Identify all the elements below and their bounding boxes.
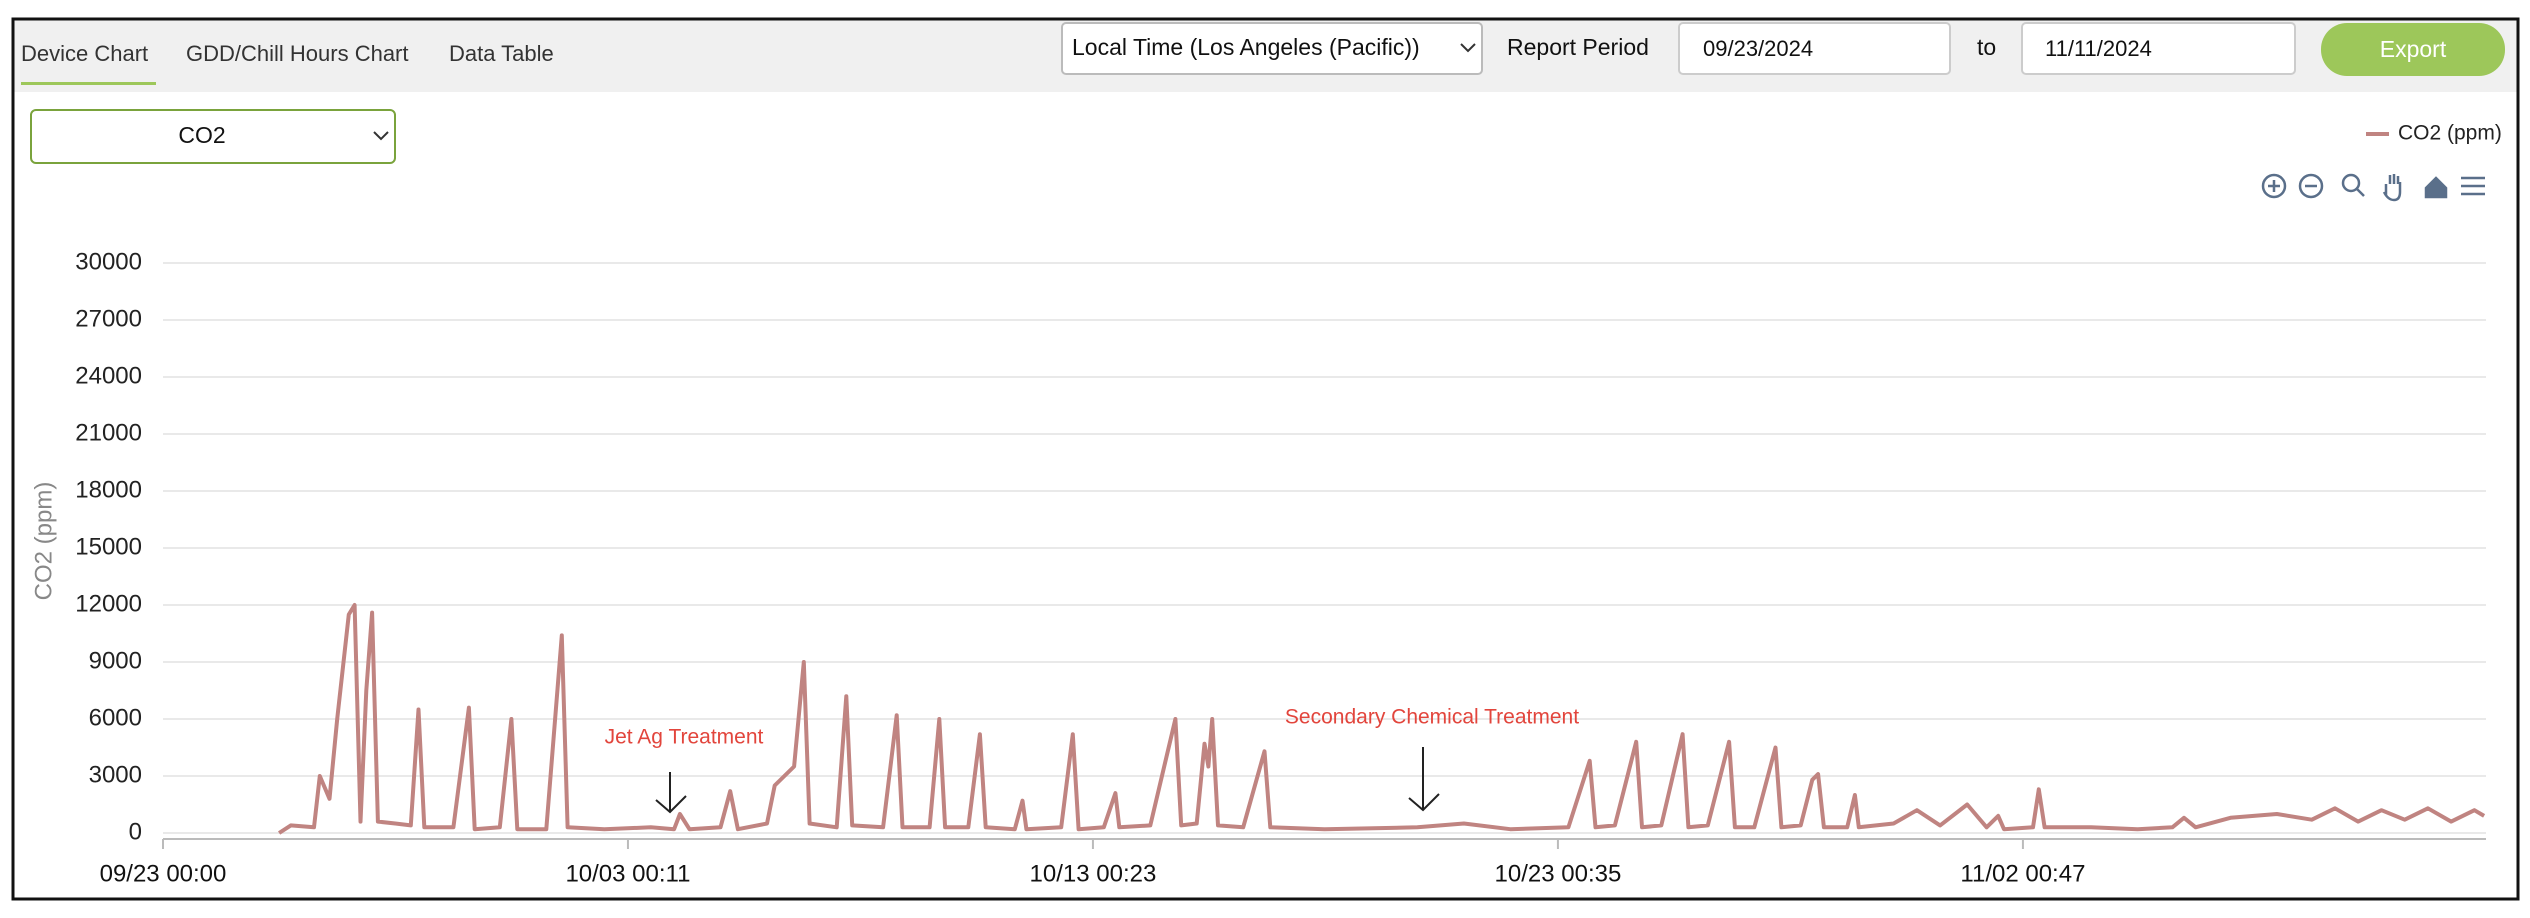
sensor-select[interactable] — [30, 109, 396, 164]
tab[interactable]: Device Chart — [21, 41, 148, 66]
x-tick-label: 09/23 00:00 — [100, 860, 227, 887]
y-axis-label: CO2 (ppm) — [30, 482, 57, 601]
dropdown-caret — [1460, 43, 1476, 53]
sensor-text: CO2 — [178, 122, 225, 148]
y-tick-label: 30000 — [75, 248, 142, 275]
timezone-text: Local Time (Los Angeles (Pacific)) — [1072, 34, 1420, 60]
annotation-arrow — [655, 772, 687, 814]
home-icon[interactable] — [2424, 176, 2448, 199]
zoom-in-icon[interactable] — [2261, 173, 2287, 199]
dropdown-caret — [373, 131, 389, 141]
annotation: Jet Ag Treatment — [605, 726, 764, 749]
x-tick-label: 10/23 00:35 — [1495, 860, 1622, 887]
timezone-select[interactable] — [1061, 22, 1483, 75]
chart-toolbar — [2261, 173, 2485, 202]
x-tick-label: 11/02 00:47 — [1960, 860, 2085, 887]
y-tick-label: 24000 — [75, 362, 142, 389]
data-line — [278, 603, 2486, 835]
zoom-handle — [2356, 188, 2365, 197]
annotation-arrow — [1408, 747, 1440, 812]
frame — [11, 17, 2520, 901]
tab[interactable]: GDD/Chill Hours Chart — [186, 41, 409, 66]
menu-icon[interactable] — [2461, 176, 2485, 196]
x-tick-label: 10/03 00:11 — [565, 860, 690, 887]
y-tick-label: 15000 — [75, 533, 142, 560]
export-button[interactable] — [2321, 23, 2505, 76]
export-label: Export — [2380, 36, 2447, 62]
tab[interactable]: Data Table — [449, 41, 554, 66]
to-label: to — [1977, 34, 1996, 60]
y-tick-label: 18000 — [75, 476, 142, 503]
zoom-out-icon[interactable] — [2298, 173, 2324, 199]
y-tick-label: 6000 — [89, 704, 142, 731]
legend-label: CO2 (ppm) — [2398, 122, 2502, 145]
annotation: Secondary Chemical Treatment — [1285, 706, 1579, 729]
y-tick-label: 12000 — [75, 590, 142, 617]
start-date-input[interactable] — [1678, 22, 1951, 75]
zoom-in-plus — [2268, 180, 2280, 192]
y-tick-label: 27000 — [75, 305, 142, 332]
end-date: 11/11/2024 — [2045, 36, 2152, 61]
y-tick-label: 0 — [129, 818, 142, 845]
x-tick-label: 10/13 00:23 — [1030, 860, 1157, 887]
start-date: 09/23/2024 — [1703, 36, 1813, 61]
y-tick-label: 3000 — [89, 761, 142, 788]
end-date-input[interactable] — [2021, 22, 2296, 75]
y-tick-label: 9000 — [89, 647, 142, 674]
report-period-label: Report Period — [1507, 34, 1649, 60]
tab-underline — [21, 82, 156, 85]
y-tick-label: 21000 — [75, 419, 142, 446]
pan-icon[interactable] — [2382, 174, 2402, 202]
zoom-icon[interactable] — [2341, 173, 2361, 193]
